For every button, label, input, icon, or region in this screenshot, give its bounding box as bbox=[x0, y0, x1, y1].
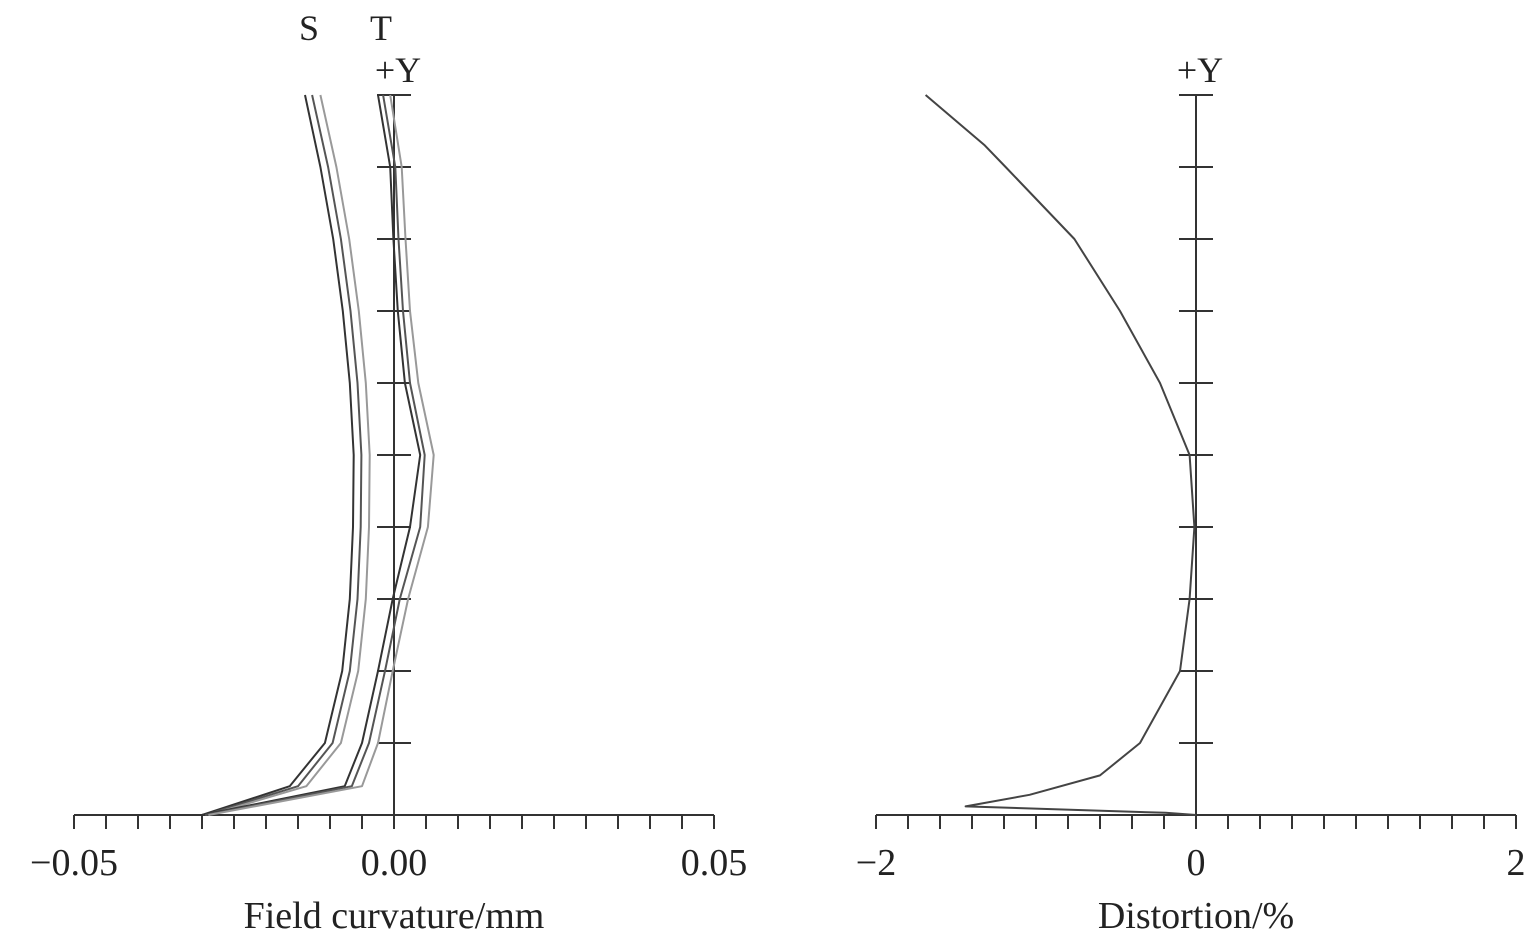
series-line-t2 bbox=[205, 94, 426, 816]
x-tick-label: −0.05 bbox=[30, 842, 118, 884]
x-axis-title: Distortion/% bbox=[1098, 895, 1294, 937]
series-line-t1 bbox=[201, 94, 422, 816]
tangential-label: T bbox=[370, 8, 392, 48]
series-line-t3 bbox=[208, 94, 435, 816]
series-line-s1 bbox=[201, 94, 355, 816]
x-tick-label: −2 bbox=[856, 842, 896, 884]
x-tick-label: 2 bbox=[1507, 842, 1526, 884]
y-axis-label: +Y bbox=[1177, 50, 1223, 90]
x-tick-label: 0.00 bbox=[361, 842, 428, 884]
field-curvature-plot: S T +Y −0.05 0.00 0.05 Field curvature/m… bbox=[30, 8, 747, 937]
x-tick-label: 0.05 bbox=[681, 842, 748, 884]
distortion-plot: +Y −2 0 2 Distortion/% bbox=[856, 50, 1526, 937]
sagittal-label: S bbox=[299, 8, 319, 48]
series-line-s2 bbox=[204, 94, 363, 816]
x-axis-title: Field curvature/mm bbox=[244, 895, 545, 937]
series-line-s3 bbox=[208, 94, 371, 816]
series-line-distortion bbox=[924, 94, 1197, 816]
y-axis-label: +Y bbox=[375, 50, 421, 90]
x-tick-label: 0 bbox=[1187, 842, 1206, 884]
